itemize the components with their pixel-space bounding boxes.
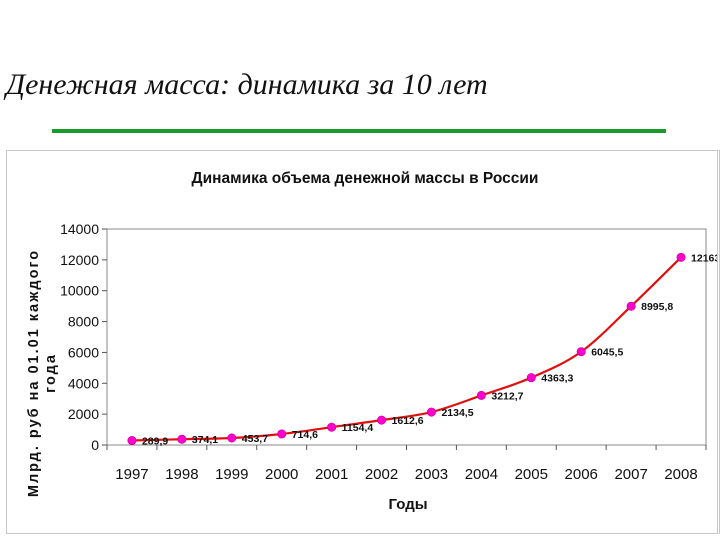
y-tick-label: 14000 — [60, 221, 99, 237]
data-label: 4363,3 — [541, 373, 573, 385]
data-point — [626, 301, 636, 311]
x-tick-label: 2004 — [465, 466, 498, 483]
x-tick-label: 2001 — [315, 466, 348, 483]
data-label: 714,6 — [292, 429, 318, 441]
data-label: 289,9 — [142, 436, 168, 448]
x-tick-label: 2005 — [515, 466, 548, 483]
data-point — [227, 433, 237, 443]
data-point — [526, 373, 536, 383]
data-point — [177, 434, 187, 444]
data-label: 453,7 — [242, 433, 268, 445]
chart-frame: Динамика объема денежной массы в России … — [6, 150, 720, 534]
x-tick-label: 2000 — [265, 466, 298, 483]
x-tick-label: 2007 — [614, 466, 647, 483]
x-tick-label: 2003 — [415, 466, 448, 483]
y-tick-label: 2000 — [68, 406, 99, 422]
data-label: 12163,3 — [691, 252, 717, 264]
y-axis-label-line2: года — [43, 353, 59, 393]
data-point — [676, 252, 686, 262]
x-tick-label: 2006 — [565, 466, 598, 483]
y-tick-label: 10000 — [60, 283, 99, 299]
plot-border — [106, 228, 707, 446]
data-label: 1154,4 — [342, 422, 374, 434]
data-point — [576, 347, 586, 357]
data-point — [277, 429, 287, 439]
x-axis-label: Годы — [388, 496, 427, 513]
y-axis-label: Млрд. руб на 01.01 каждого — [26, 249, 42, 497]
data-label: 8995,8 — [641, 301, 673, 313]
data-label: 6045,5 — [591, 347, 623, 359]
data-point — [377, 415, 387, 425]
data-point — [476, 390, 486, 400]
data-label: 374,1 — [192, 434, 218, 446]
x-tick-label: 2008 — [664, 466, 697, 483]
x-tick-label: 1997 — [115, 466, 148, 483]
data-point — [426, 407, 436, 417]
chart-title: Динамика объема денежной массы в России — [192, 170, 539, 187]
slide-title: Денежная масса: динамика за 10 лет — [6, 68, 488, 101]
y-tick-label: 0 — [91, 437, 99, 453]
x-tick-label: 1998 — [165, 466, 198, 483]
x-tick-label: 1999 — [215, 466, 248, 483]
plot-area: 0 2000 4000 6000 8000 10000 12000 14000 1997 1998… — [60, 221, 717, 483]
chart: Динамика объема денежной массы в России … — [26, 170, 717, 513]
y-tick-label: 6000 — [68, 344, 99, 360]
y-tick-label: 4000 — [68, 375, 99, 391]
y-tick-label: 12000 — [60, 252, 99, 268]
data-label: 2134,5 — [441, 407, 473, 419]
x-tick-label: 2002 — [365, 466, 398, 483]
data-point — [327, 422, 337, 432]
data-point — [127, 436, 137, 446]
y-tick-label: 8000 — [68, 314, 99, 330]
title-underline — [52, 129, 666, 133]
data-label: 1612,6 — [392, 415, 424, 427]
data-label: 3212,7 — [491, 390, 523, 402]
